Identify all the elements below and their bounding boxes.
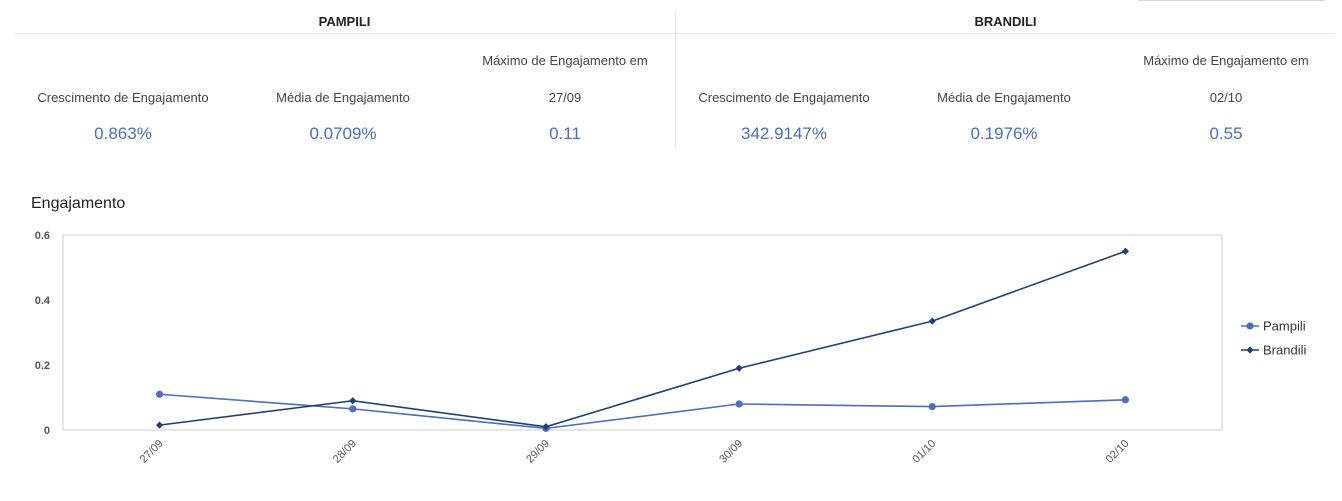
data-point-brandili xyxy=(928,317,936,325)
data-point-brandili xyxy=(542,423,550,431)
x-tick-label: 28/09 xyxy=(331,438,359,466)
y-tick-label: 0.6 xyxy=(35,230,50,242)
data-point-pampili xyxy=(1121,396,1130,404)
series-line-pampili xyxy=(159,393,1126,430)
kpi-row: Crescimento de Engajamento 0.863% Média … xyxy=(15,34,674,147)
x-tick-label: 01/10 xyxy=(910,438,938,466)
data-point-brandili xyxy=(349,397,357,405)
data-point-pampili xyxy=(735,400,743,408)
kpi-value: 0.55 xyxy=(1209,124,1243,143)
kpi-label: Crescimento de Engajamento xyxy=(698,90,870,105)
data-point-brandili xyxy=(735,364,743,372)
y-tick-label: 0.4 xyxy=(35,295,51,307)
panel-brandili: BRANDILI Crescimento de Engajamento 342.… xyxy=(675,10,1335,147)
data-point-brandili xyxy=(1121,247,1130,255)
kpi-label: Média de Engajamento xyxy=(276,90,410,105)
kpi-max: Máximo de Engajamento em 27/09 0.11 xyxy=(460,34,670,147)
kpi-label: 27/09 xyxy=(548,90,582,105)
series-line-brandili xyxy=(159,250,1126,428)
kpi-row: Crescimento de Engajamento 342.9147% Méd… xyxy=(676,34,1335,147)
data-point-brandili xyxy=(155,421,164,429)
kpi-value: 0.11 xyxy=(549,124,581,143)
panel-pampili: PAMPILI Crescimento de Engajamento 0.863… xyxy=(15,10,674,147)
legend-label: Pampili xyxy=(1263,319,1306,334)
kpi-growth: Crescimento de Engajamento 342.9147% xyxy=(679,34,889,147)
kpi-average: Média de Engajamento 0.0709% xyxy=(238,34,448,147)
chart-title: Engajamento xyxy=(31,195,126,212)
kpi-value: 0.863% xyxy=(94,124,152,143)
legend-label: Brandili xyxy=(1263,343,1306,358)
data-point-pampili xyxy=(349,405,357,413)
top-right-frame-fragment xyxy=(1138,0,1325,1)
panel-title: BRANDILI xyxy=(676,10,1335,34)
x-tick-label: 30/09 xyxy=(717,438,745,466)
legend-marker xyxy=(1246,322,1254,330)
kpi-label: Máximo de Engajamento em xyxy=(482,53,648,68)
legend-marker xyxy=(1246,346,1254,354)
x-tick-label: 02/10 xyxy=(1104,438,1132,466)
x-tick-label: 27/09 xyxy=(138,438,166,466)
x-tick-label: 29/09 xyxy=(524,438,552,466)
y-tick-label: 0.2 xyxy=(35,360,50,372)
kpi-growth: Crescimento de Engajamento 0.863% xyxy=(18,34,228,147)
kpi-label: Crescimento de Engajamento xyxy=(37,90,209,105)
data-point-pampili xyxy=(928,403,936,411)
kpi-label: Média de Engajamento xyxy=(937,90,1071,105)
data-point-pampili xyxy=(155,390,164,398)
y-tick-label: 0 xyxy=(44,425,50,437)
kpi-max: Máximo de Engajamento em 02/10 0.55 xyxy=(1121,34,1331,147)
panel-title: PAMPILI xyxy=(15,10,674,34)
kpi-label: Máximo de Engajamento em xyxy=(1143,53,1309,68)
plot-area-frame xyxy=(62,234,1223,431)
kpi-value: 0.0709% xyxy=(309,124,377,143)
kpi-value: 0.1976% xyxy=(970,124,1038,143)
kpi-average: Média de Engajamento 0.1976% xyxy=(899,34,1109,147)
kpi-label: 02/10 xyxy=(1209,90,1243,105)
kpi-value: 342.9147% xyxy=(740,124,828,143)
